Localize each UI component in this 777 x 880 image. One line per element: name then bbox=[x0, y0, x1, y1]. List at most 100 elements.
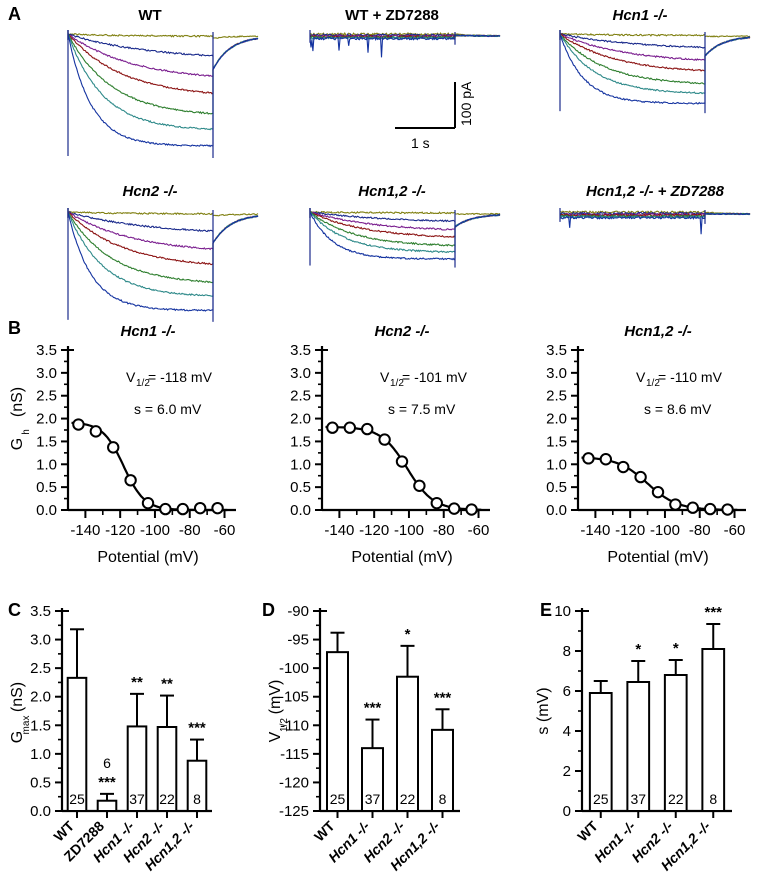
current-trace bbox=[309, 208, 501, 228]
y-tick-label: 1.5 bbox=[290, 433, 311, 450]
v-half-value: = -110 mV bbox=[658, 369, 723, 385]
gv-plot-title: Hcn2 -/- bbox=[374, 323, 429, 340]
v-half-subscript: 1/2 bbox=[390, 378, 404, 389]
data-point-marker bbox=[395, 455, 409, 468]
data-point-marker bbox=[361, 422, 374, 436]
x-tick-label: -120 bbox=[615, 522, 645, 539]
y-tick-label: 0.0 bbox=[290, 502, 311, 519]
sample-size-label: 37 bbox=[630, 791, 646, 807]
x-axis-title: Potential (mV) bbox=[351, 549, 452, 566]
x-tick-label: -60 bbox=[214, 522, 236, 539]
y-tick-label: 1.0 bbox=[546, 456, 567, 473]
panel-letter-a: A bbox=[8, 4, 21, 24]
y-tick-label: 0.0 bbox=[36, 502, 57, 519]
trace-group-wt bbox=[67, 30, 259, 158]
data-point-marker bbox=[651, 485, 665, 499]
data-point-marker bbox=[447, 502, 461, 515]
y-tick-label: 0.0 bbox=[546, 502, 567, 519]
data-point-marker bbox=[617, 460, 630, 474]
y-tick-label: 0 bbox=[563, 803, 571, 820]
data-point-marker bbox=[413, 479, 426, 492]
y-tick-label: 2.0 bbox=[546, 411, 567, 428]
sample-size-label: 25 bbox=[593, 791, 609, 807]
v-half-subscript: 1/2 bbox=[646, 378, 660, 389]
sample-size-label: 22 bbox=[400, 791, 416, 807]
x-tick-label: -120 bbox=[359, 522, 389, 539]
bar-panel-d: -90-95-100-105-110-115-120-12525WT***37H… bbox=[267, 603, 460, 874]
y-tick-label: 1.5 bbox=[546, 433, 567, 450]
slope-value: s = 7.5 mV bbox=[388, 401, 456, 417]
boltzmann-fit-curve bbox=[325, 425, 482, 511]
y-tick-label: -125 bbox=[279, 803, 309, 820]
x-tick-label: -140 bbox=[580, 522, 610, 539]
significance-marker: *** bbox=[364, 700, 382, 717]
data-point-marker bbox=[141, 496, 155, 510]
scale-bar-vertical-label: 100 pA bbox=[458, 81, 474, 126]
v-half-subscript: 1/2 bbox=[136, 378, 150, 389]
fit-annotations: V 1/2 = -101 mV s = 7.5 mV bbox=[380, 369, 468, 417]
significance-marker: * bbox=[673, 640, 679, 657]
data-point-marker bbox=[465, 503, 478, 516]
sample-size-label: 8 bbox=[709, 791, 717, 807]
bar bbox=[701, 648, 726, 812]
significance-marker: *** bbox=[188, 720, 206, 737]
current-trace bbox=[67, 32, 259, 39]
panel-letter-e: E bbox=[540, 600, 553, 620]
v-half-label: V bbox=[380, 369, 390, 385]
y-axis-title-group: Gh (nS) bbox=[9, 387, 32, 450]
y-axis-title-unit: (mV) bbox=[267, 680, 284, 715]
current-trace bbox=[559, 212, 751, 235]
x-axis-title: Potential (mV) bbox=[97, 549, 198, 566]
panel-cde-bars: 0.0 0.5 1.0 1.5 2.0 2.5 3.0 3.5 25 WT *** 6 ZD7288 **… bbox=[0, 596, 777, 880]
y-axis-title-unit: (nS) bbox=[9, 387, 26, 417]
y-tick-label: 2.5 bbox=[30, 660, 51, 677]
y-tick-label: 2.0 bbox=[36, 411, 57, 428]
x-axis-title: Potential (mV) bbox=[607, 549, 708, 566]
data-point-marker bbox=[703, 502, 717, 516]
trace-title-hcn2: Hcn2 -/- bbox=[122, 183, 177, 200]
significance-marker: *** bbox=[434, 689, 452, 706]
boltzmann-fit-curve bbox=[581, 456, 738, 511]
y-tick-label: 2.0 bbox=[30, 689, 51, 706]
y-tick-label: 0.5 bbox=[290, 479, 311, 496]
data-point-marker bbox=[89, 425, 103, 438]
current-trace bbox=[309, 34, 501, 58]
y-tick-label: -120 bbox=[279, 774, 309, 791]
x-tick-label: -100 bbox=[650, 522, 680, 539]
current-trace bbox=[67, 208, 259, 266]
category-label: WT bbox=[574, 817, 601, 844]
gv-plot-hcn1: Hcn1 -/- 0.0 0.5 1.0 1.5 2.0 2.5 3.0 3.5 -140 -120… bbox=[36, 323, 236, 566]
data-point-marker bbox=[343, 421, 357, 434]
panel-letter-b: B bbox=[8, 318, 21, 338]
y-tick-label: 3.5 bbox=[546, 342, 567, 359]
data-point-marker bbox=[669, 498, 682, 511]
sample-size-label: 25 bbox=[69, 791, 85, 807]
x-tick-label: -80 bbox=[179, 522, 201, 539]
y-tick-label: 4 bbox=[563, 723, 571, 740]
sample-size-label: 22 bbox=[159, 791, 175, 807]
trace-group-hcn2 bbox=[67, 208, 259, 322]
scale-bar: 100 pA 1 s bbox=[395, 81, 474, 151]
gv-plot-hcn2: Hcn2 -/- 0.0 0.5 1.0 1.5 2.0 2.5 3.0 3.5 -140 -120… bbox=[290, 323, 490, 566]
x-tick-label: -60 bbox=[724, 522, 746, 539]
y-tick-label: 2.5 bbox=[290, 388, 311, 405]
panel-letter-c: C bbox=[8, 600, 21, 620]
data-point-marker bbox=[378, 433, 391, 446]
data-point-marker bbox=[193, 501, 207, 515]
x-tick-label: -80 bbox=[689, 522, 711, 539]
scale-bar-horizontal-label: 1 s bbox=[411, 135, 430, 151]
y-tick-label: 0.5 bbox=[546, 479, 567, 496]
sample-size-label: 22 bbox=[668, 791, 684, 807]
x-tick-label: -60 bbox=[468, 522, 490, 539]
y-tick-label: 2.0 bbox=[290, 411, 311, 428]
gv-plot-hcn12: Hcn1,2 -/- 0.0 0.5 1.0 1.5 2.0 2.5 3.0 3.5 -140 -1… bbox=[546, 323, 746, 566]
data-point-marker bbox=[599, 453, 613, 466]
data-point-marker bbox=[72, 418, 85, 431]
slope-value: s = 6.0 mV bbox=[134, 401, 202, 417]
y-tick-label: 0.5 bbox=[30, 774, 51, 791]
y-tick-label: 3.0 bbox=[36, 365, 57, 382]
panel-letter-d: D bbox=[262, 600, 275, 620]
data-point-marker bbox=[159, 502, 172, 516]
x-tick-label: -100 bbox=[394, 522, 424, 539]
